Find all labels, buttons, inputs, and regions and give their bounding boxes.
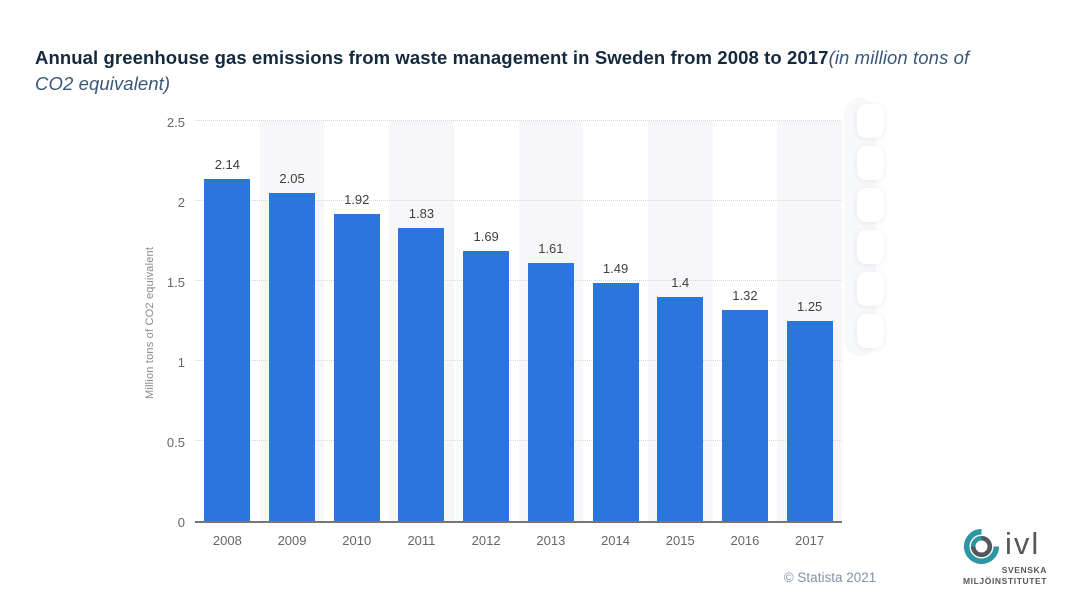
y-tick-label-0: 0 bbox=[177, 515, 185, 530]
ivl-logo-text: ivl bbox=[1005, 526, 1041, 561]
y-tick-label-2: 2 bbox=[177, 195, 185, 210]
bar-value-label-2017: 1.25 bbox=[796, 299, 823, 314]
bar-value-label-2010: 1.92 bbox=[344, 191, 370, 207]
plot-area: 0 0.5 1 1.5 2 2.5 2.14 2008 2.05 2009 1.92 2010 1.83… bbox=[167, 115, 842, 548]
x-axis-label-2015: 2015 bbox=[665, 533, 695, 548]
chart-title: Annual greenhouse gas emissions from was… bbox=[35, 45, 1010, 97]
toolbar-button-3[interactable] bbox=[857, 188, 884, 222]
statista-credit: © Statista 2021 bbox=[783, 570, 877, 585]
x-axis-label-2010: 2010 bbox=[342, 533, 372, 548]
bar-2009 bbox=[269, 193, 316, 521]
toolbar-button-5[interactable] bbox=[857, 272, 884, 306]
gridline-2.5 bbox=[195, 120, 842, 121]
bar-2017 bbox=[786, 321, 833, 521]
ivl-logo-subline1: SVENSKA bbox=[1001, 565, 1047, 575]
y-axis-title: Million tons of CO2 equivalent bbox=[144, 246, 156, 400]
bar-value-label-2016: 1.32 bbox=[732, 287, 758, 303]
y-tick-label-0.5: 0.5 bbox=[166, 435, 185, 450]
bar-2012 bbox=[463, 250, 510, 521]
toolbar-button-1[interactable] bbox=[857, 104, 884, 138]
chart-title-unit: (in million tons of CO2 equivalent) bbox=[35, 47, 970, 94]
gridline-1.5 bbox=[195, 280, 842, 281]
bar-value-label-2012: 1.69 bbox=[473, 228, 499, 244]
toolbar-button-6[interactable] bbox=[857, 314, 884, 348]
bar-value-label-2008: 2.14 bbox=[214, 156, 240, 172]
ivl-logo-row: ivl bbox=[963, 527, 1047, 565]
bar-2010 bbox=[333, 213, 380, 521]
toolbar-button-2[interactable] bbox=[857, 146, 884, 180]
bar-value-label-2013: 1.61 bbox=[538, 241, 564, 257]
bar-2008 bbox=[204, 178, 251, 521]
bar-2015 bbox=[657, 297, 704, 521]
x-axis-label-2016: 2016 bbox=[730, 533, 760, 548]
y-tick-label-1.5: 1.5 bbox=[166, 275, 185, 290]
bar-2016 bbox=[721, 309, 768, 521]
bar-value-label-2009: 2.05 bbox=[279, 171, 305, 186]
ivl-logo: ivl SVENSKA MILJÖINSTITUTET bbox=[963, 527, 1047, 589]
gridline-0.5 bbox=[195, 440, 842, 441]
x-axis-label-2012: 2012 bbox=[471, 533, 501, 548]
bar-2014 bbox=[592, 282, 639, 521]
bar-value-label-2015: 1.4 bbox=[671, 275, 690, 290]
x-axis-label-2014: 2014 bbox=[601, 533, 630, 548]
ivl-swirl-icon bbox=[963, 528, 1000, 565]
x-axis-label-2013: 2013 bbox=[536, 533, 566, 548]
y-tick-label-1: 1 bbox=[177, 355, 185, 370]
x-axis-label-2008: 2008 bbox=[212, 533, 242, 548]
bar-value-label-2014: 1.49 bbox=[602, 260, 629, 276]
x-axis-label-2017: 2017 bbox=[795, 533, 825, 548]
ivl-logo-subline2: MILJÖINSTITUTET bbox=[963, 575, 1048, 586]
bar-2013 bbox=[527, 263, 574, 521]
chart-toolbar bbox=[844, 98, 876, 356]
bar-2011 bbox=[398, 228, 445, 521]
x-axis-label-2011: 2011 bbox=[407, 533, 436, 548]
gridline-2 bbox=[195, 200, 842, 201]
chart-title-main: Annual greenhouse gas emissions from was… bbox=[35, 47, 829, 68]
toolbar-button-4[interactable] bbox=[857, 230, 884, 264]
gridline-1 bbox=[195, 360, 842, 361]
bar-value-label-2011: 1.83 bbox=[408, 206, 435, 222]
y-tick-label-2.5: 2.5 bbox=[166, 115, 185, 130]
x-axis-label-2009: 2009 bbox=[277, 533, 307, 548]
